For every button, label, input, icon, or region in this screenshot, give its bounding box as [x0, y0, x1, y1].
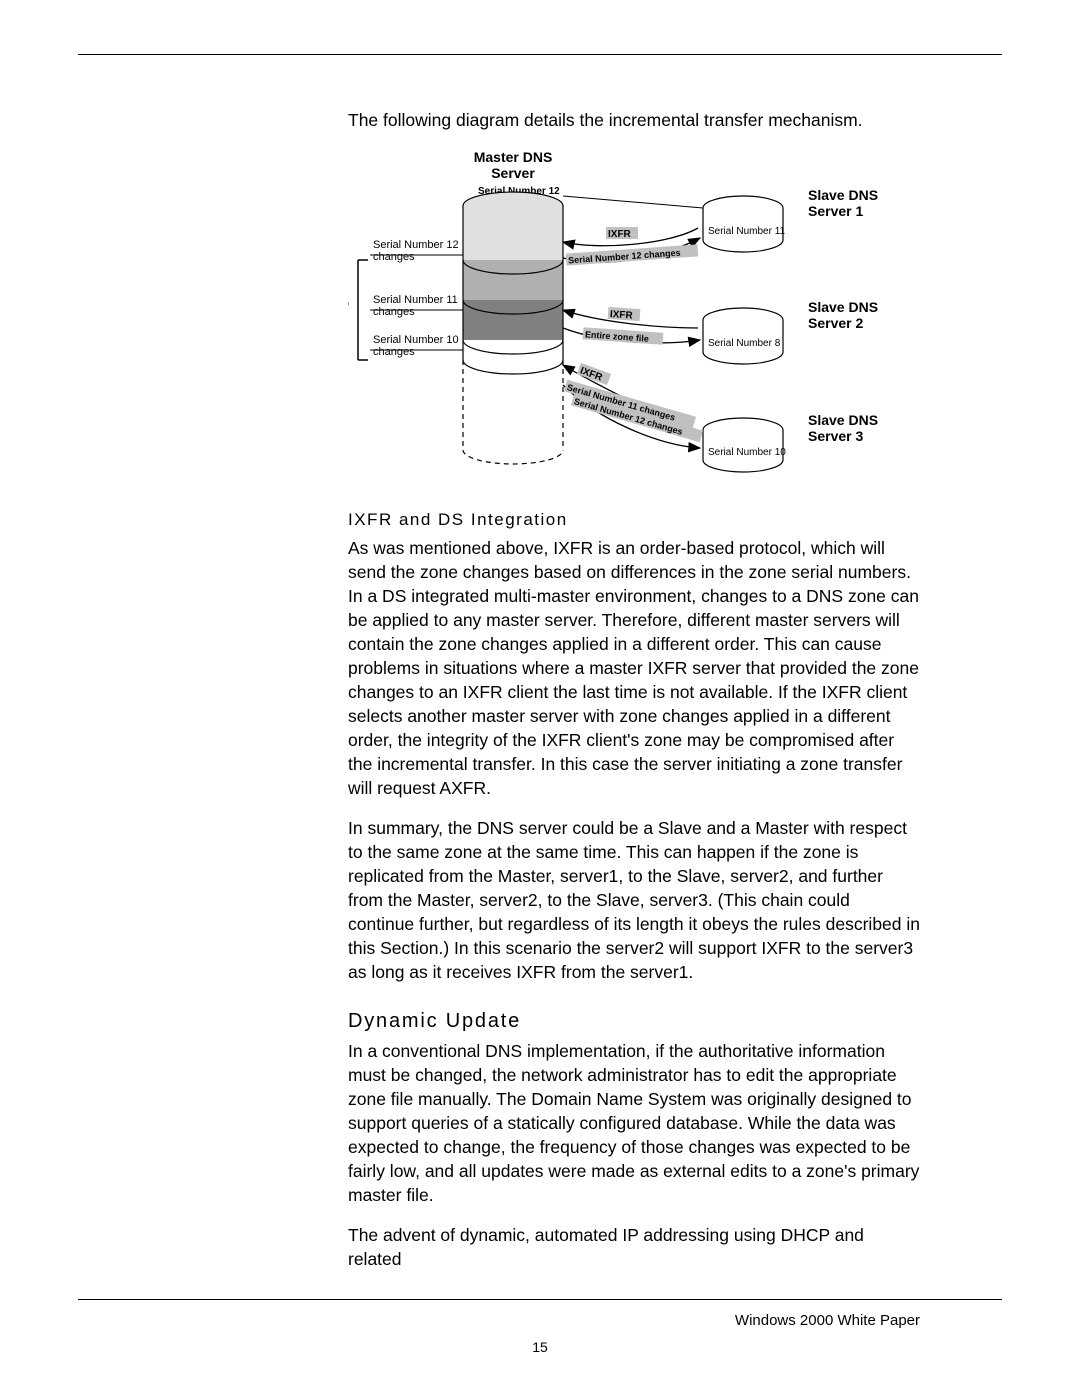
- body-text: As was mentioned above, IXFR is an order…: [348, 536, 920, 984]
- intro-text: The following diagram details the increm…: [348, 108, 920, 132]
- slave3-serial: Serial Number 10: [708, 447, 786, 458]
- svg-text:changes: changes: [373, 346, 415, 358]
- slave1-title: Slave DNS: [808, 187, 878, 203]
- log-entry-2: Serial Number 11: [373, 294, 458, 306]
- svg-text:Server 3: Server 3: [808, 428, 863, 444]
- svg-text:changes: changes: [373, 306, 415, 318]
- svg-text:Server 1: Server 1: [808, 203, 863, 219]
- section-dynamic-update-heading: Dynamic Update: [348, 1010, 920, 1033]
- section1-p1: As was mentioned above, IXFR is an order…: [348, 536, 920, 800]
- slave1-serial: Serial Number 11: [708, 226, 786, 237]
- ixfr-diagram: Master DNS Server Serial Number 12: [348, 150, 908, 480]
- section1-p2: In summary, the DNS server could be a Sl…: [348, 816, 920, 984]
- slave2-title: Slave DNS: [808, 299, 878, 315]
- log-entry-3: Serial Number 10: [373, 334, 459, 346]
- top-rule: [78, 54, 1002, 55]
- svg-text:Server 2: Server 2: [808, 315, 863, 331]
- zone-log-file-label: Zone Log File: [348, 276, 349, 354]
- page-content: The following diagram details the increm…: [348, 108, 920, 1287]
- svg-text:IXFR: IXFR: [610, 309, 634, 322]
- slave3-title: Slave DNS: [808, 412, 878, 428]
- footer-right: Windows 2000 White Paper: [735, 1312, 920, 1329]
- bottom-rule: [78, 1299, 1002, 1300]
- svg-text:changes: changes: [373, 251, 415, 263]
- page-number: 15: [0, 1339, 1080, 1355]
- svg-text:IXFR: IXFR: [608, 229, 632, 240]
- section2-p1: In a conventional DNS implementation, if…: [348, 1039, 920, 1207]
- master-dns-label: Master DNS: [474, 150, 553, 165]
- section2-p2: The advent of dynamic, automated IP addr…: [348, 1223, 920, 1271]
- slave2-serial: Serial Number 8: [708, 338, 781, 349]
- section-ixfr-heading: IXFR and DS Integration: [348, 510, 920, 530]
- svg-text:Server: Server: [491, 165, 535, 181]
- log-entry-1: Serial Number 12: [373, 239, 459, 251]
